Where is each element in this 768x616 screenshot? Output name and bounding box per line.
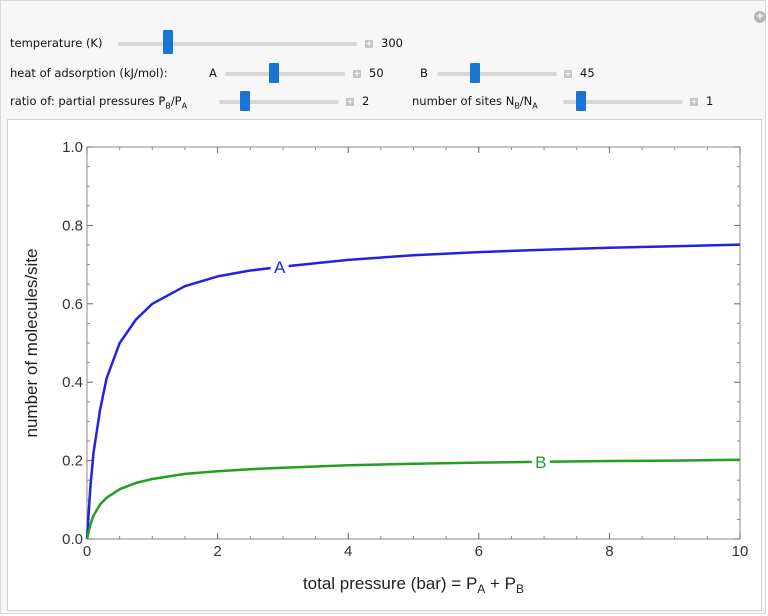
y-tick-label: 0.4 [62,374,83,391]
y-tick-label: 0.0 [62,531,83,548]
x-tick-label: 6 [475,543,483,560]
series-label-b: B [535,453,546,472]
ratio-pressures-slider[interactable] [219,100,339,104]
x-tick-label: 2 [213,543,221,560]
temperature-label: temperature (K) [10,36,103,50]
plot-frame [86,146,741,540]
x-tick-label: 10 [732,543,749,560]
ratio-pressures-label: ratio of: partial pressures PB/PA [10,94,188,111]
heat-b-plus-icon[interactable]: + [564,69,572,78]
x-tick-label: 8 [605,543,613,560]
y-tick-label: 0.6 [62,296,83,313]
series-label-a: A [274,258,286,277]
heat-of-adsorption-label: heat of adsorption (kJ/mol): [10,66,168,80]
x-tick-label: 0 [83,543,91,560]
x-axis-label: total pressure (bar) = PA + PB [303,574,524,596]
temperature-plus-icon[interactable]: + [365,39,373,48]
heat-b-slider[interactable] [437,72,557,76]
temperature-slider-thumb[interactable] [163,30,173,54]
y-tick-label: 0.2 [62,453,83,470]
heat-b-label: B [420,66,428,80]
ratio-sites-label: number of sites NB/NA [412,94,538,111]
y-tick-label: 0.8 [62,217,83,234]
series-label-bg [270,256,289,277]
heat-a-label: A [209,66,217,80]
temperature-value: 300 [381,36,403,50]
series-line-a [85,243,741,540]
ratio-pressures-value: 2 [362,94,370,108]
heat-a-value: 50 [369,66,384,80]
series-label-bg [531,451,550,472]
ratio-pressures-slider-thumb[interactable] [240,91,250,111]
heat-b-slider-thumb[interactable] [470,63,480,83]
series-line-b [85,458,741,540]
ratio-sites-slider[interactable] [563,100,683,104]
x-tick-label: 4 [344,543,352,560]
y-tick-label: 1.0 [62,139,83,156]
y-axis-label: number of molecules/site [22,249,41,438]
plus-icon[interactable]: + [754,11,766,23]
heat-a-plus-icon[interactable]: + [353,69,361,78]
heat-a-slider-thumb[interactable] [269,63,279,83]
ratio-sites-plus-icon[interactable]: + [690,97,698,106]
ratio-sites-slider-thumb[interactable] [576,91,586,111]
ratio-pressures-plus-icon[interactable]: + [346,97,354,106]
heat-a-slider[interactable] [225,72,345,76]
ratio-sites-value: 1 [706,94,714,108]
temperature-slider[interactable] [118,42,357,46]
heat-b-value: 45 [580,66,595,80]
